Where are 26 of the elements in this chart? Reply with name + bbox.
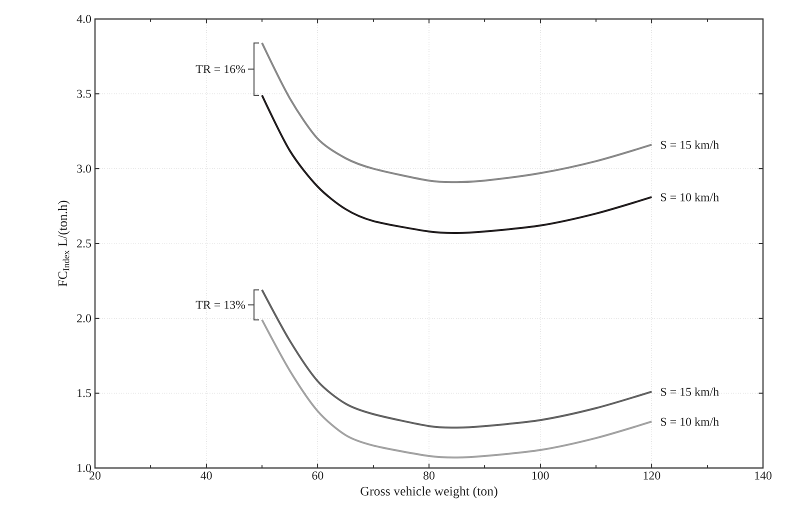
- annotation: TR = 13%: [196, 300, 246, 309]
- x-tick-label: 140: [755, 472, 772, 480]
- x-tick-label: 80: [423, 472, 435, 480]
- x-axis-title: Gross vehicle weight (ton): [360, 486, 498, 498]
- series-label: S = 10 km/h: [660, 192, 719, 202]
- line-series: [261, 318, 653, 459]
- x-tick-label: 20: [90, 472, 101, 480]
- y-tick-label: 4.0: [76, 14, 92, 24]
- y-tick-label: 1.0: [78, 464, 92, 472]
- line-series: [261, 94, 653, 234]
- x-tick-label: 40: [200, 472, 212, 480]
- y-tick-label: 2.5: [77, 239, 92, 248]
- line-series: [261, 42, 653, 184]
- x-tick-label: 120: [644, 472, 660, 480]
- y-tick-label: 3.5: [77, 90, 92, 98]
- x-tick-label: 60: [312, 472, 324, 480]
- series-label: S = 10 km/h: [660, 417, 719, 426]
- y-tick-label: 2.0: [77, 314, 92, 322]
- y-axis-title: FC$_{Index}$ L/(ton.h): [58, 200, 70, 286]
- line-series: [261, 288, 653, 429]
- series-label: S = 15 km/h: [660, 387, 719, 396]
- annotation: TR = 16%: [196, 65, 246, 74]
- y-tick-label: 1.5: [78, 389, 92, 398]
- series-label: S = 15 km/h: [660, 140, 719, 149]
- y-tick-label: 3.0: [77, 164, 92, 173]
- x-tick-label: 100: [532, 472, 549, 480]
